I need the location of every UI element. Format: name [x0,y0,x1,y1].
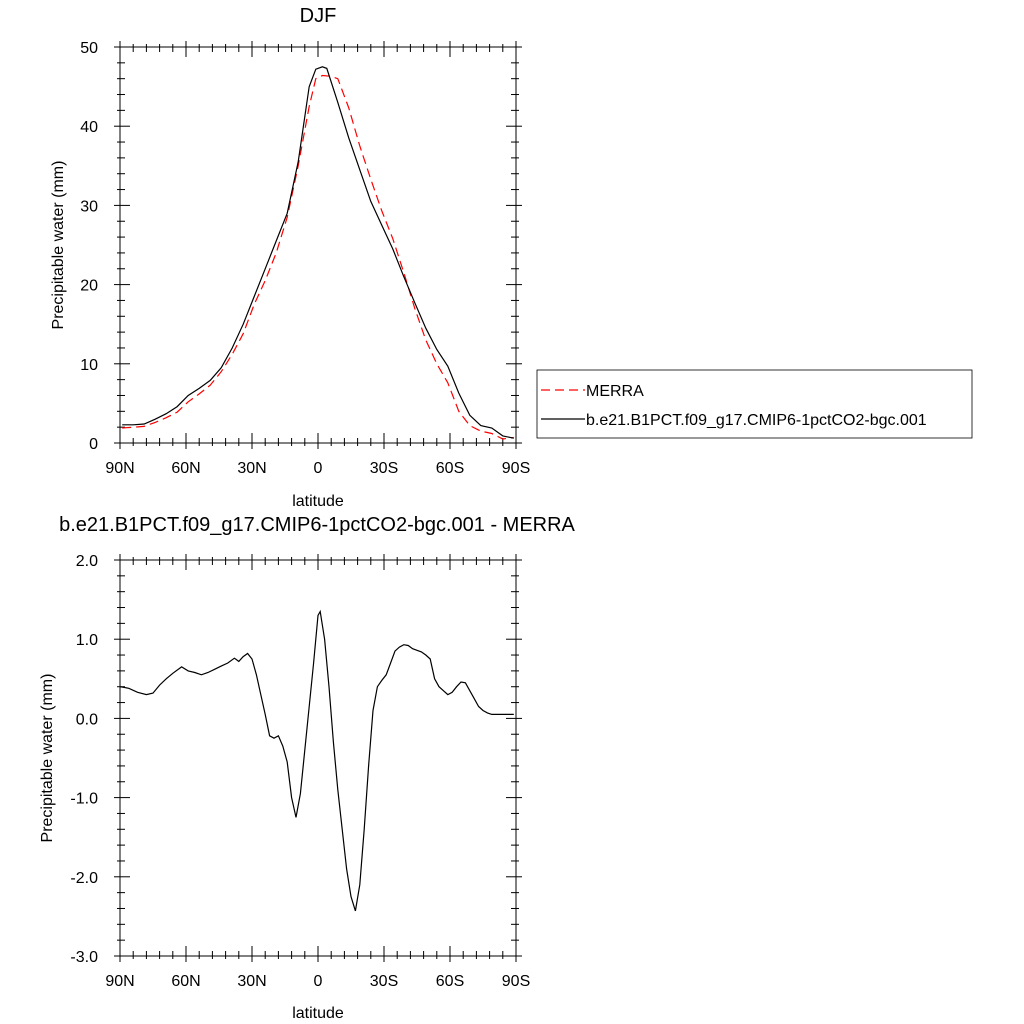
x-tick-label: 90S [502,973,530,990]
y-tick-label: 10 [80,357,98,374]
series-line-1 [122,66,514,439]
x-tick-label: 90N [105,973,134,990]
chart-top-zonal-mean: DJF 90N 60N 30N 0 30S 60S 90S 0 10 20 30 40 50 latitud… [50,5,973,510]
x-tick-label: 90N [105,460,134,477]
x-tick-label: 0 [314,460,323,477]
x-tick-label: 30S [370,973,398,990]
x-tick-label: 0 [314,973,323,990]
difference-line [119,609,514,912]
y-tick-label: -1.0 [70,791,98,808]
y-tick-label: 50 [80,40,98,57]
legend-label-1: b.e21.B1PCT.f09_g17.CMIP6-1pctCO2-bgc.00… [586,412,927,429]
y-tick-label: -2.0 [70,870,98,887]
y-tick-label: -3.0 [70,949,98,966]
x-tick-label: 90S [502,460,530,477]
legend-box [536,369,973,439]
y-axis-label: Precipitable water (mm) [50,161,67,330]
x-tick-label: 60N [171,973,200,990]
y-tick-label: 1.0 [76,632,98,649]
x-tick-label: 30N [237,460,266,477]
y-tick-label: 40 [80,119,98,136]
x-tick-label: 60S [436,460,464,477]
x-tick-label: 30N [237,973,266,990]
chart-bottom-difference: b.e21.B1PCT.f09_g17.CMIP6-1pctCO2-bgc.00… [39,514,576,1022]
chart-title: DJF [300,5,337,27]
y-axis-label: Precipitable water (mm) [39,674,56,843]
legend: MERRA b.e21.B1PCT.f09_g17.CMIP6-1pctCO2-b… [536,369,973,439]
y-tick-label: 30 [80,198,98,215]
plot-frame [119,46,517,444]
x-axis-label: latitude [292,1005,344,1022]
y-tick-label: 20 [80,278,98,295]
legend-label-0: MERRA [586,383,644,400]
x-axis-label: latitude [292,493,344,510]
y-tick-label: 2.0 [76,553,98,570]
x-tick-label: 60N [171,460,200,477]
x-tick-label: 60S [436,973,464,990]
x-tick-label: 30S [370,460,398,477]
y-tick-label: 0.0 [76,711,98,728]
y-tick-label: 0 [89,436,98,453]
chart-title: b.e21.B1PCT.f09_g17.CMIP6-1pctCO2-bgc.00… [59,514,575,536]
series-line-0 [122,74,514,440]
